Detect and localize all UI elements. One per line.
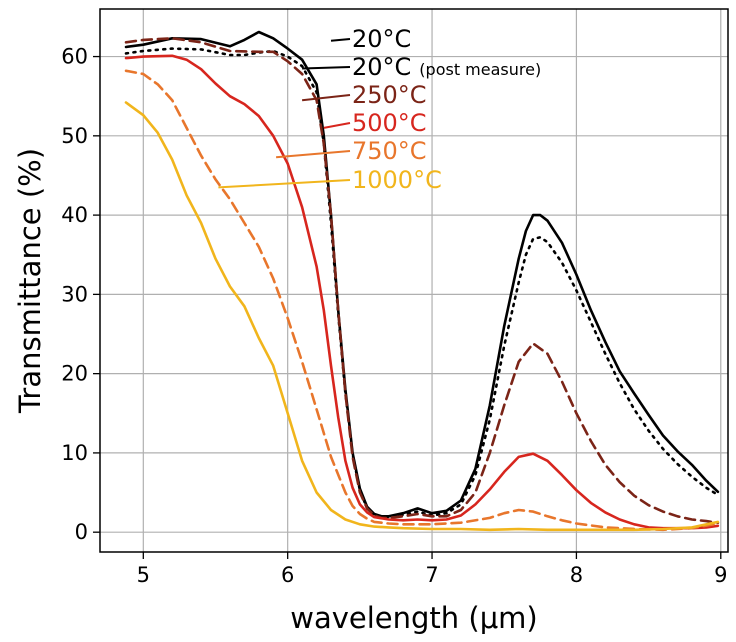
legend-series-name: 250°C — [352, 81, 427, 109]
legend-label: 750°C — [352, 137, 427, 165]
legend-label: 500°C — [352, 109, 427, 137]
y-tick-label: 40 — [61, 203, 88, 227]
legend-label: 1000°C — [352, 166, 442, 194]
legend-leader-line — [302, 66, 351, 70]
plot-frame — [99, 8, 729, 553]
y-tick-label: 50 — [61, 124, 88, 148]
series-line-4 — [124, 69, 720, 532]
legend-leader-line — [330, 38, 351, 42]
legend-leader-line — [218, 179, 351, 189]
grid — [100, 9, 728, 552]
x-tick-label: 9 — [714, 563, 727, 587]
ticks: 5 6 7 8 9 0 10 20 30 40 50 60 — [61, 45, 727, 587]
series-line-3 — [124, 54, 720, 530]
legend-series-note: (post measure) — [419, 60, 541, 79]
y-tick-label: 0 — [75, 520, 88, 544]
legend-label: 20°C (post measure) — [352, 53, 541, 81]
legend-leader-line — [323, 122, 351, 129]
legend-series-name: 20°C — [352, 25, 411, 53]
legend-label: 20°C — [352, 25, 411, 53]
y-tick-label: 20 — [61, 362, 88, 386]
x-tick-label: 5 — [137, 563, 150, 587]
y-axis-label: Transmittance (%) — [13, 148, 47, 414]
legend: 20°C20°C (post measure) 250°C500°C750°C100… — [218, 25, 541, 194]
series-line-2 — [124, 36, 720, 525]
x-tick-label: 7 — [425, 563, 438, 587]
x-axis-label: wavelength (μm) — [290, 601, 537, 635]
x-tick-label: 8 — [570, 563, 583, 587]
legend-series-name: 1000°C — [352, 166, 442, 194]
series-line-5 — [124, 101, 720, 532]
x-tick-label: 6 — [281, 563, 294, 587]
legend-series-name: 20°C — [352, 53, 411, 81]
y-tick-label: 30 — [61, 282, 88, 306]
y-tick-label: 10 — [61, 441, 88, 465]
y-tick-label: 60 — [61, 45, 88, 69]
legend-series-name: 750°C — [352, 137, 427, 165]
series-group — [124, 30, 720, 532]
series-line-0 — [124, 30, 720, 518]
legend-series-name: 500°C — [352, 109, 427, 137]
legend-label: 250°C — [352, 81, 427, 109]
legend-leader-line — [301, 94, 351, 102]
series-line-1 — [124, 47, 720, 519]
legend-leader-line — [276, 150, 351, 159]
